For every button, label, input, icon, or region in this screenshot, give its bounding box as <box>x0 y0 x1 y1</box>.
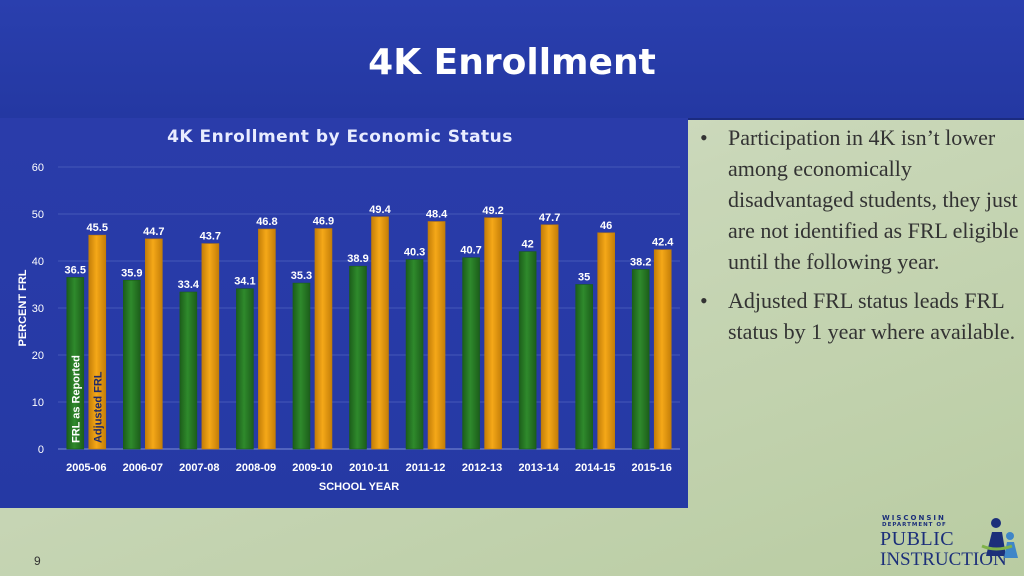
data-label: 42.4 <box>652 237 674 249</box>
data-label: 36.5 <box>65 264 86 276</box>
logo-line-4: INSTRUCTION <box>880 549 1007 570</box>
bar <box>88 234 107 450</box>
data-label: 48.4 <box>426 209 448 221</box>
data-label: 34.1 <box>234 276 255 288</box>
bar <box>258 228 276 450</box>
data-label: 42 <box>522 239 534 251</box>
bar <box>653 249 672 450</box>
bullet-text: Adjusted FRL status leads FRL status by … <box>728 288 1016 344</box>
bar <box>575 284 593 450</box>
bar <box>540 224 559 450</box>
x-tick-label: 2005-06 <box>66 462 106 474</box>
y-tick-label: 10 <box>32 397 44 409</box>
x-tick-label: 2006-07 <box>123 462 163 474</box>
bullet-icon: • <box>700 125 708 150</box>
data-label: 35.3 <box>291 270 312 282</box>
dpi-logo: WISCONSIN DEPARTMENT OF PUBLIC INSTRUCTI… <box>880 514 1020 572</box>
title-bar: 4K Enrollment <box>0 0 1024 120</box>
y-tick-label: 20 <box>32 350 44 362</box>
bar <box>349 265 367 450</box>
data-label: 47.7 <box>539 212 560 224</box>
bullet-item: • Adjusted FRL status leads FRL status b… <box>700 285 1020 347</box>
data-label: 45.5 <box>87 222 108 234</box>
y-tick-label: 50 <box>32 209 44 221</box>
legend-label: Adjusted FRL <box>92 371 104 443</box>
logo-line-2: DEPARTMENT OF <box>882 522 947 528</box>
bullet-list: • Participation in 4K isn’t lower among … <box>700 122 1020 355</box>
chart-panel: 4K Enrollment by Economic Status 0 10 20 30… <box>0 118 688 508</box>
data-label: 35.9 <box>121 267 142 279</box>
x-tick-label: 2014-15 <box>575 462 615 474</box>
logo-line-1: WISCONSIN <box>882 514 946 522</box>
bar <box>314 228 333 450</box>
chart-title: 4K Enrollment by Economic Status <box>167 127 513 147</box>
data-label: 35 <box>578 272 590 284</box>
data-label: 46.8 <box>256 216 277 228</box>
x-tick-label: 2012-13 <box>462 462 502 474</box>
logo-line-3: PUBLIC <box>880 528 955 550</box>
bar <box>145 238 163 450</box>
bullet-item: • Participation in 4K isn’t lower among … <box>700 122 1020 277</box>
data-label: 38.9 <box>347 253 368 265</box>
x-tick-label: 2009-10 <box>292 462 332 474</box>
bar <box>292 282 311 450</box>
bullet-icon: • <box>700 288 708 313</box>
data-label: 38.2 <box>630 256 651 268</box>
bar <box>66 277 85 450</box>
bar <box>462 257 480 450</box>
bar <box>405 259 424 450</box>
x-tick-label: 2011-12 <box>406 462 446 474</box>
y-tick-label: 0 <box>38 444 44 456</box>
x-axis-label: SCHOOL YEAR <box>319 481 399 493</box>
bar <box>484 217 502 450</box>
data-label: 46.9 <box>313 216 334 228</box>
bar <box>179 291 198 450</box>
page-number: 9 <box>34 554 41 568</box>
y-axis-label: PERCENT FRL <box>17 269 29 346</box>
data-label: 44.7 <box>143 226 164 238</box>
bar <box>123 279 141 450</box>
bar <box>427 221 446 450</box>
x-tick-label: 2013-14 <box>518 462 559 474</box>
bar <box>518 251 537 450</box>
x-tick-label: 2008-09 <box>236 462 276 474</box>
y-tick-label: 60 <box>32 162 44 174</box>
slide-title: 4K Enrollment <box>368 42 656 83</box>
y-tick-label: 40 <box>32 256 44 268</box>
bar <box>201 243 220 450</box>
data-label: 33.4 <box>178 279 200 291</box>
data-label: 46 <box>600 220 612 232</box>
x-tick-label: 2007-08 <box>179 462 219 474</box>
data-label: 40.3 <box>404 247 425 259</box>
y-tick-label: 30 <box>32 303 44 315</box>
legend-label: FRL as Reported <box>70 355 82 443</box>
x-tick-label: 2015-16 <box>632 462 672 474</box>
x-tick-label: 2010-11 <box>349 462 389 474</box>
bar <box>236 288 254 450</box>
data-label: 40.7 <box>460 245 481 257</box>
bar <box>597 232 615 450</box>
bullet-text: Participation in 4K isn’t lower among ec… <box>728 125 1019 274</box>
data-label: 43.7 <box>200 231 221 243</box>
bar-chart: 0 10 20 30 40 50 60 PERCENT FRL 36.5 45.5 2005-06 3… <box>17 162 680 493</box>
bar <box>371 216 389 450</box>
data-label: 49.2 <box>482 205 503 217</box>
logo-figures-icon <box>981 518 1018 558</box>
bar <box>631 269 650 450</box>
data-label: 49.4 <box>369 204 391 216</box>
